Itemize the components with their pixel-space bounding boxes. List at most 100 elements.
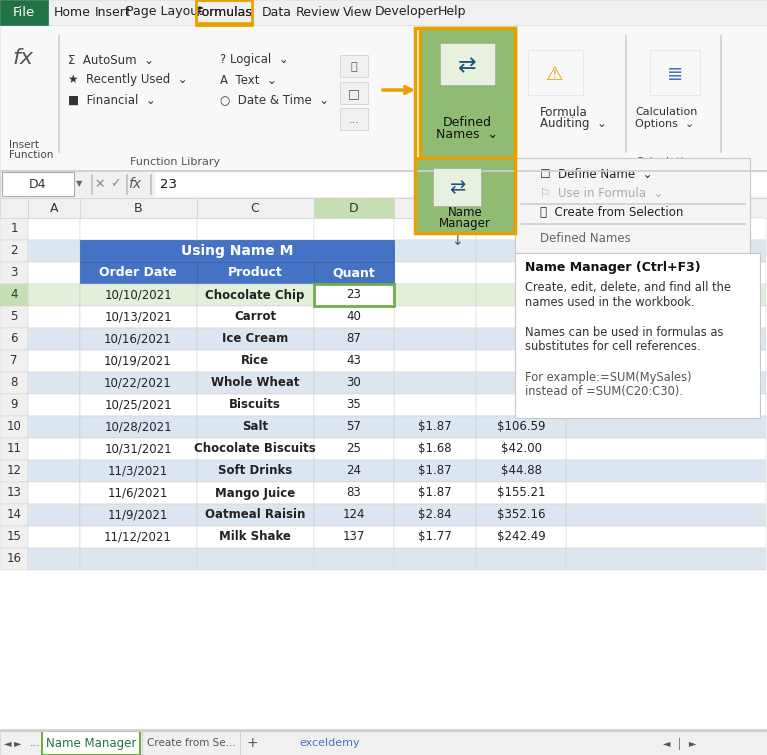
Bar — [80, 460, 197, 482]
Bar — [566, 526, 766, 548]
Bar — [91, 174, 92, 194]
Bar — [394, 526, 476, 548]
Bar — [314, 394, 394, 416]
Bar — [314, 416, 394, 438]
Bar — [28, 438, 80, 460]
Bar — [314, 284, 394, 306]
Text: Whole Wheat: Whole Wheat — [211, 377, 299, 390]
Text: $1.77: $1.77 — [418, 531, 452, 544]
Bar — [2, 172, 74, 196]
Bar — [394, 372, 476, 394]
Bar — [476, 482, 566, 504]
Bar — [0, 170, 767, 171]
Bar — [515, 253, 760, 418]
Bar — [566, 482, 766, 504]
Bar — [197, 198, 314, 218]
Text: Name Manager (Ctrl+F3): Name Manager (Ctrl+F3) — [525, 261, 700, 275]
Text: Using Name M: Using Name M — [181, 244, 293, 258]
Bar — [80, 372, 197, 394]
Text: 13: 13 — [7, 486, 21, 500]
Text: 30: 30 — [347, 377, 361, 390]
Bar — [0, 482, 28, 504]
Bar — [80, 504, 197, 526]
Text: Options  ⌄: Options ⌄ — [635, 119, 694, 129]
Bar — [80, 284, 197, 306]
Bar — [197, 394, 314, 416]
Bar — [566, 218, 766, 240]
Bar — [197, 460, 314, 482]
Bar — [197, 306, 314, 328]
Text: 10/28/2021: 10/28/2021 — [104, 421, 172, 433]
Bar — [314, 460, 394, 482]
Text: 2: 2 — [10, 245, 18, 257]
Bar — [314, 328, 394, 350]
Text: 11/3/2021: 11/3/2021 — [108, 464, 168, 477]
Bar — [566, 504, 766, 526]
Text: Calculation: Calculation — [635, 107, 697, 117]
Text: $155.21: $155.21 — [497, 486, 545, 500]
Bar — [720, 35, 721, 152]
Bar — [476, 482, 566, 504]
Bar — [394, 328, 476, 350]
Bar — [566, 372, 766, 394]
Bar — [28, 482, 80, 504]
Text: ≣: ≣ — [667, 64, 683, 84]
Text: Formulas: Formulas — [196, 5, 252, 19]
Text: G: G — [601, 202, 611, 214]
Bar — [314, 218, 394, 240]
Bar — [515, 158, 750, 253]
Bar — [314, 504, 394, 526]
Bar — [476, 460, 566, 482]
Bar — [476, 372, 566, 394]
Text: C: C — [251, 202, 259, 214]
Text: Function: Function — [9, 150, 54, 160]
Bar — [0, 729, 767, 731]
Bar — [314, 504, 394, 526]
Text: $1.87: $1.87 — [418, 464, 452, 477]
Bar — [314, 198, 394, 218]
Bar — [476, 306, 566, 328]
Bar — [476, 218, 566, 240]
Text: 10: 10 — [7, 421, 21, 433]
Text: ■  Financial  ⌄: ■ Financial ⌄ — [68, 94, 156, 106]
Text: $242.49: $242.49 — [496, 531, 545, 544]
Text: 40: 40 — [347, 310, 361, 323]
Bar — [394, 460, 476, 482]
Text: Name Manager: Name Manager — [46, 736, 137, 750]
Text: 10/19/2021: 10/19/2021 — [104, 355, 172, 368]
Text: Name: Name — [448, 207, 482, 220]
Bar — [0, 416, 28, 438]
Bar — [476, 504, 566, 526]
Bar — [80, 504, 197, 526]
Bar — [440, 43, 495, 85]
Text: ✕: ✕ — [95, 177, 105, 190]
Text: A: A — [50, 202, 58, 214]
Bar — [0, 170, 767, 198]
Text: names used in the workbook.: names used in the workbook. — [525, 295, 694, 309]
Bar — [196, 0, 252, 25]
Bar — [28, 504, 80, 526]
Text: instead of =SUM(C20:C30).: instead of =SUM(C20:C30). — [525, 386, 683, 399]
Bar — [197, 504, 314, 526]
Bar — [314, 284, 394, 306]
Bar — [314, 394, 394, 416]
Text: Oatmeal Raisin: Oatmeal Raisin — [205, 509, 305, 522]
Text: Names can be used in formulas as: Names can be used in formulas as — [525, 325, 723, 338]
Bar — [142, 731, 240, 755]
Bar — [394, 350, 476, 372]
Bar — [476, 438, 566, 460]
Bar — [197, 548, 314, 570]
Text: $2.84: $2.84 — [418, 509, 452, 522]
Bar — [42, 731, 140, 755]
Bar — [394, 482, 476, 504]
Bar — [28, 198, 80, 218]
Bar — [80, 328, 197, 350]
Bar — [197, 482, 314, 504]
Bar — [566, 438, 766, 460]
Bar — [0, 372, 28, 394]
Text: 57: 57 — [347, 421, 361, 433]
Bar — [314, 306, 394, 328]
Bar — [476, 438, 566, 460]
Text: ◄  │  ►: ◄ │ ► — [663, 737, 696, 749]
Text: File: File — [13, 5, 35, 19]
